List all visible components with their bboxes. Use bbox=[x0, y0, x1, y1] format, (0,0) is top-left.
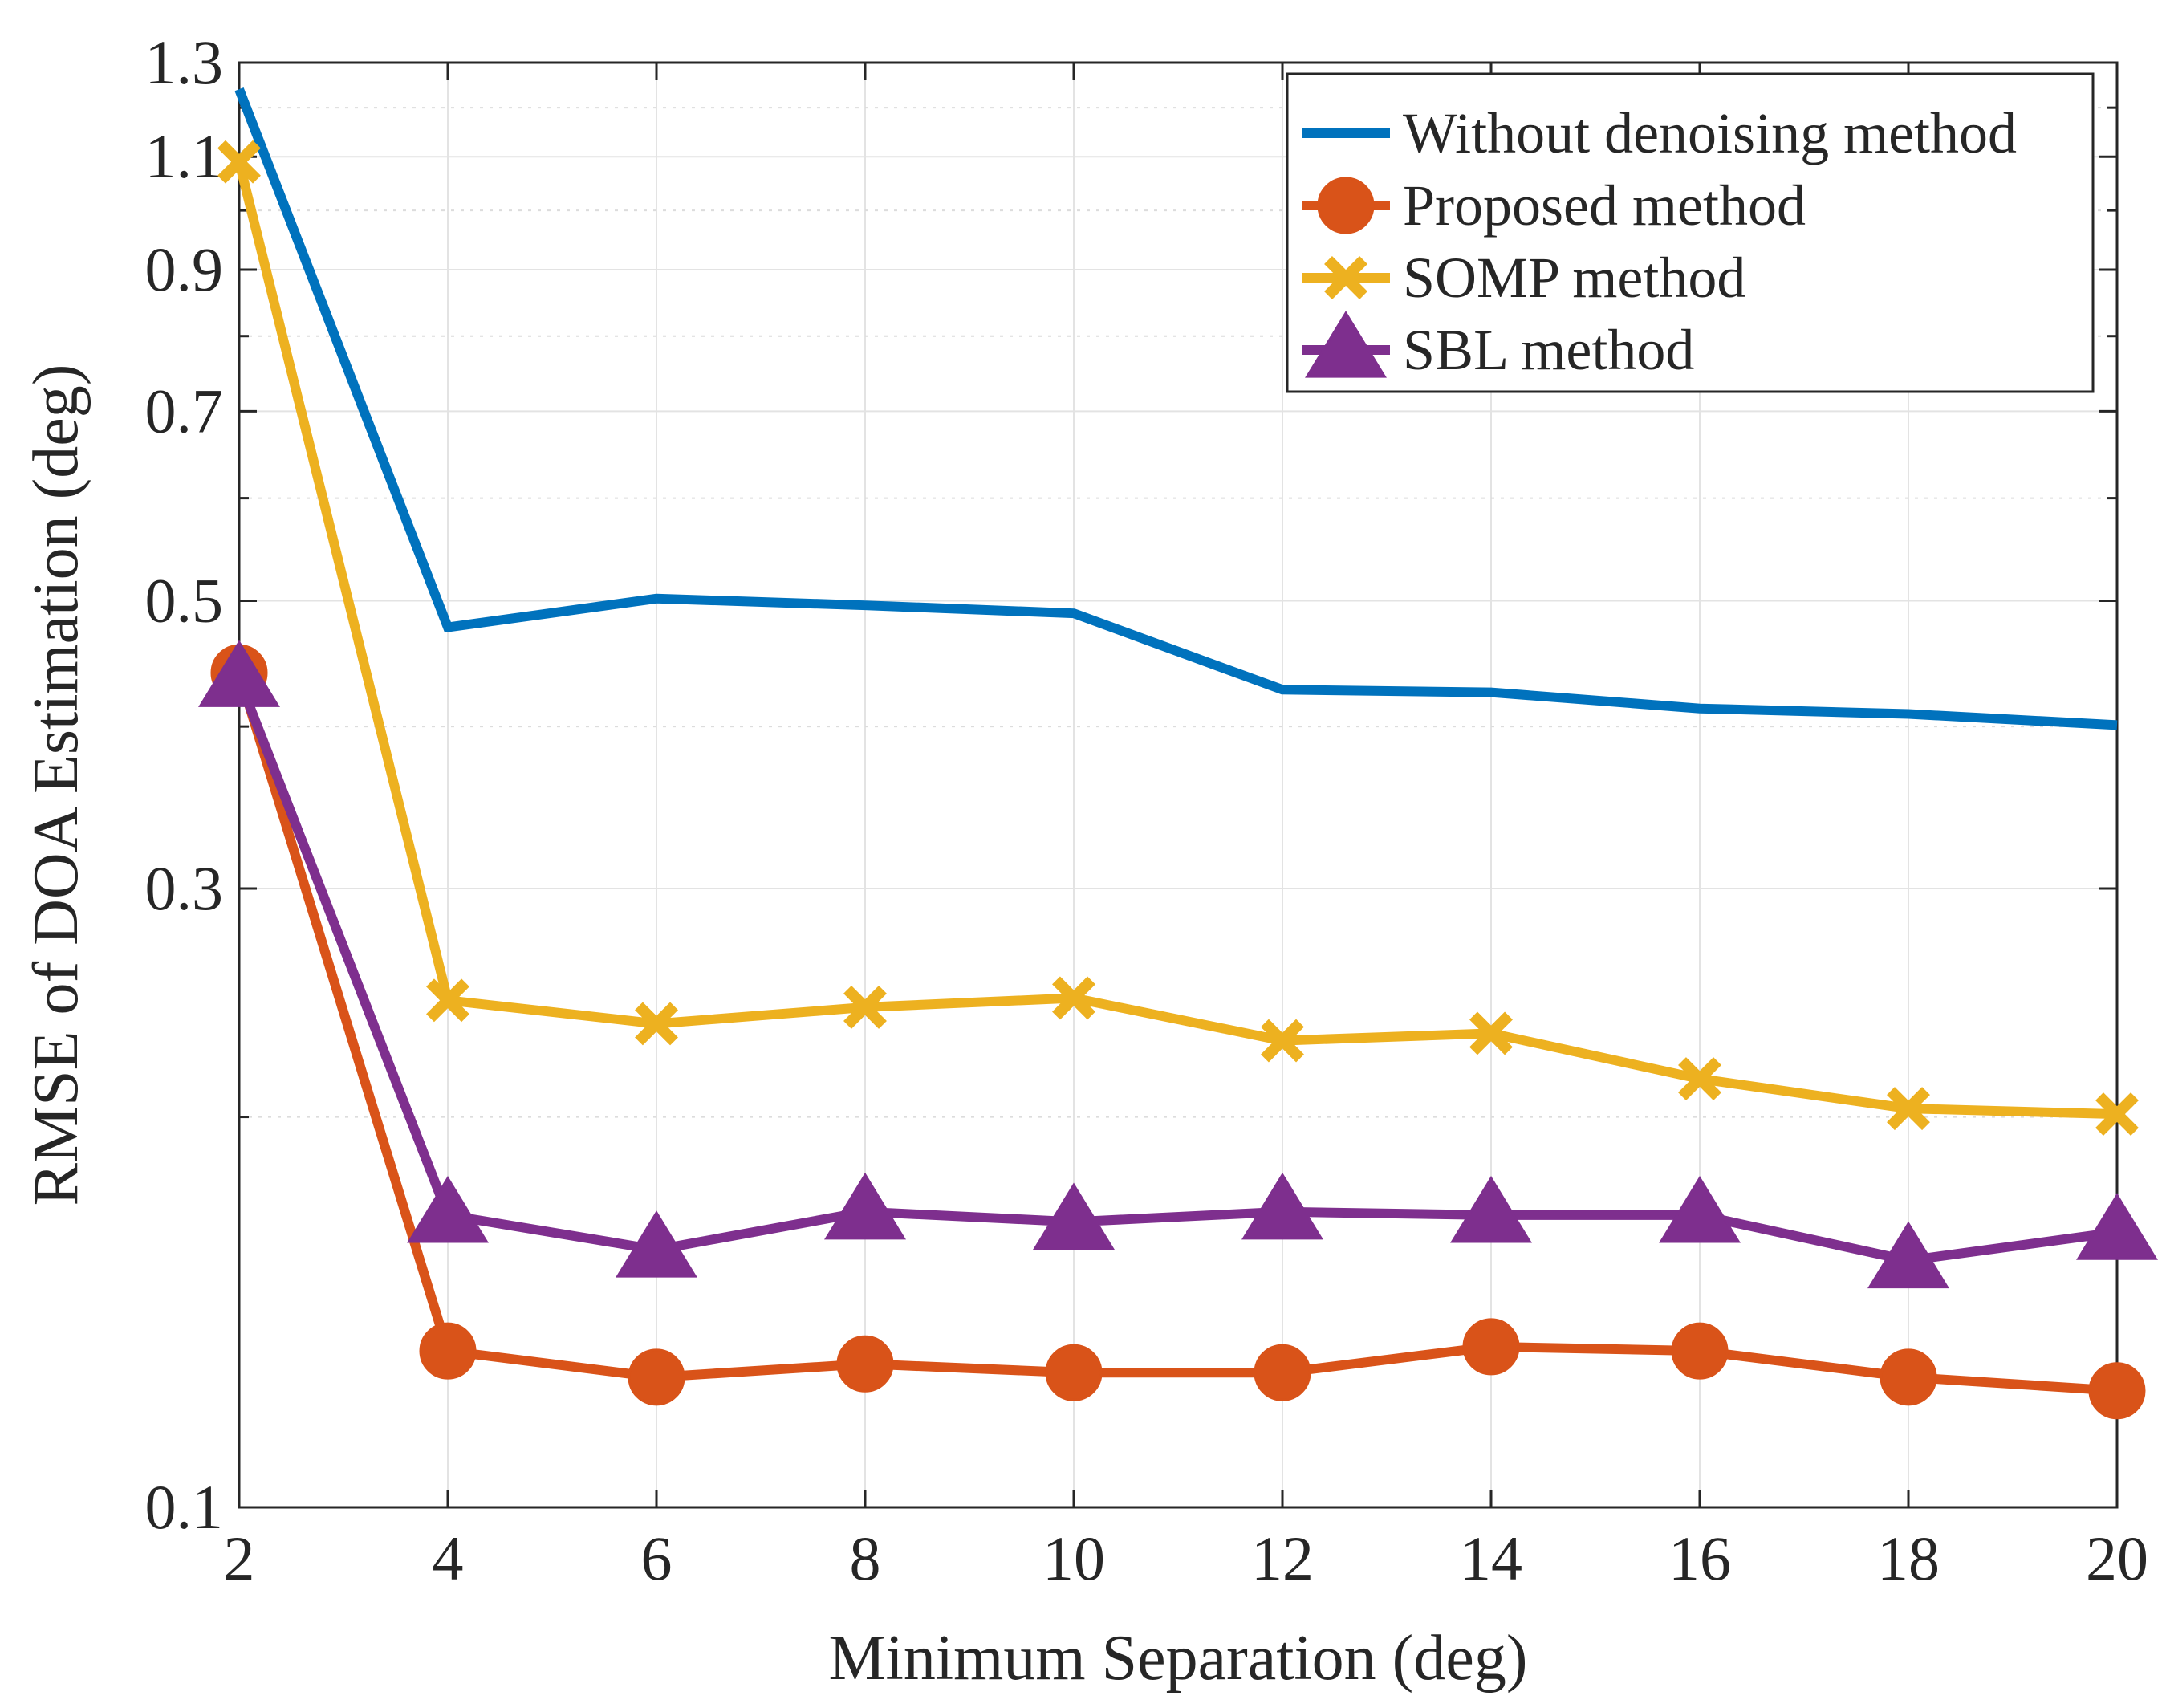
data-point bbox=[2088, 1362, 2146, 1420]
y-tick-label: 0.3 bbox=[145, 853, 224, 923]
plot-frame bbox=[238, 61, 2119, 1509]
x-tick-label: 16 bbox=[1668, 1523, 1731, 1593]
data-point bbox=[836, 1335, 894, 1393]
data-point bbox=[407, 1176, 489, 1243]
legend-label: SBL method bbox=[1403, 318, 1694, 382]
series-without-denoising-method bbox=[234, 87, 2118, 730]
x-tick-label: 2 bbox=[224, 1523, 255, 1593]
legend-box bbox=[1286, 72, 2095, 393]
y-tick-label: 0.9 bbox=[145, 234, 224, 304]
legend: Without denoising method Proposed method S… bbox=[1286, 72, 2095, 393]
series-line bbox=[234, 671, 2118, 1396]
legend-entry: SBL method bbox=[1302, 311, 1694, 382]
data-point bbox=[824, 1172, 906, 1240]
data-point bbox=[1254, 1344, 1311, 1401]
x-tick-label: 20 bbox=[2086, 1523, 2148, 1593]
data-point bbox=[1052, 976, 1095, 1020]
y-tick-label: 0.7 bbox=[145, 376, 224, 445]
x-axis-label: Minimum Separation (deg) bbox=[829, 1623, 1528, 1694]
series-line bbox=[234, 87, 2118, 730]
data-point bbox=[1469, 1011, 1513, 1055]
data-point bbox=[2095, 1092, 2139, 1137]
legend-entry: Proposed method bbox=[1302, 173, 1806, 238]
legend-entry: SOMP method bbox=[1302, 246, 1745, 310]
data-point bbox=[1880, 1348, 1937, 1406]
data-point bbox=[419, 1322, 477, 1380]
legend-label: Without denoising method bbox=[1403, 101, 2017, 165]
data-point bbox=[843, 985, 887, 1029]
x-tick-label: 18 bbox=[1877, 1523, 1940, 1593]
data-point bbox=[1659, 1176, 1741, 1243]
y-axis-label: RMSE of DOA Estimation (deg) bbox=[21, 364, 91, 1206]
series-line bbox=[234, 161, 2118, 1120]
data-point bbox=[1261, 1019, 1304, 1063]
data-point bbox=[426, 978, 469, 1023]
series-line bbox=[234, 677, 2118, 1266]
data-point bbox=[1671, 1322, 1729, 1380]
series-group bbox=[198, 87, 2158, 1420]
data-point bbox=[217, 140, 261, 184]
x-tick-label: 6 bbox=[641, 1523, 673, 1593]
x-tick-label: 4 bbox=[433, 1523, 464, 1593]
legend-entry: Without denoising method bbox=[1302, 101, 2017, 165]
data-point bbox=[1241, 1172, 1323, 1240]
y-tick-label: 1.1 bbox=[145, 121, 224, 191]
data-point bbox=[1867, 1221, 1949, 1289]
x-tick-label: 12 bbox=[1251, 1523, 1314, 1593]
y-tick-label: 0.1 bbox=[145, 1472, 224, 1542]
data-point bbox=[1450, 1176, 1532, 1243]
series-somp-method bbox=[217, 140, 2139, 1137]
data-point bbox=[1462, 1318, 1520, 1376]
y-tick-label: 0.5 bbox=[145, 566, 224, 636]
legend-marker bbox=[1305, 311, 1387, 378]
data-point bbox=[1033, 1182, 1115, 1250]
x-tick-label: 10 bbox=[1042, 1523, 1105, 1593]
legend-marker bbox=[1324, 256, 1367, 299]
data-point bbox=[628, 1348, 685, 1406]
data-point bbox=[2076, 1193, 2158, 1260]
legend-marker bbox=[1317, 177, 1375, 234]
y-tick-label: 1.3 bbox=[145, 27, 224, 97]
legend-label: SOMP method bbox=[1403, 246, 1745, 310]
data-point bbox=[1887, 1087, 1930, 1131]
data-point bbox=[198, 640, 280, 707]
data-point bbox=[635, 1002, 678, 1046]
data-point bbox=[1045, 1344, 1103, 1401]
data-point bbox=[616, 1210, 697, 1278]
legend-label: Proposed method bbox=[1403, 173, 1806, 238]
data-point bbox=[1678, 1057, 1721, 1101]
x-tick-label: 8 bbox=[850, 1523, 881, 1593]
x-tick-label: 14 bbox=[1460, 1523, 1522, 1593]
axis-ticks: 2 4 6 8 10 12 14 16 18 20 0.1 0.3 0.5 0.7 0.9 1.1 1.3 bbox=[145, 27, 2149, 1593]
series-sbl-method bbox=[198, 640, 2158, 1289]
